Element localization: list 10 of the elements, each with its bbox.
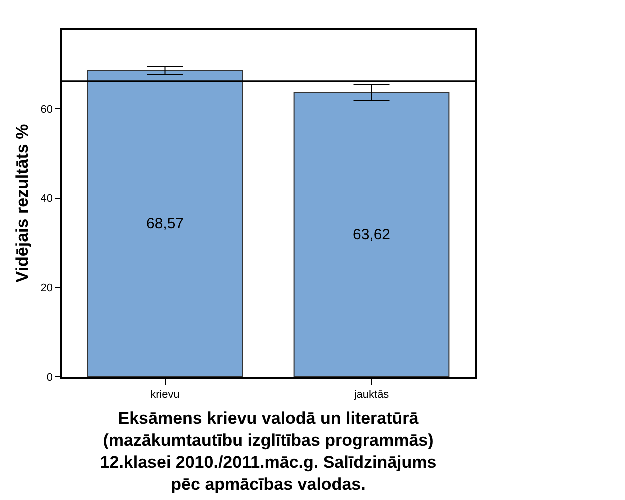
y-tick-label: 60 bbox=[40, 104, 54, 116]
x-tick-label: jauktās bbox=[353, 388, 390, 401]
x-axis-title: Eksāmens krievu valodā un literatūrā (mazākumtautību izglītības programmās) 12.klasei 2010./2011.māc.g. Salīdzinājums pēc apmācības valodas. bbox=[100, 408, 437, 494]
data-label: 68,57 bbox=[146, 215, 184, 232]
y-tick-label: 40 bbox=[40, 193, 54, 206]
x-tick-label: krievu bbox=[150, 388, 180, 401]
y-axis-title: Vidējais rezultāts % bbox=[12, 124, 32, 283]
y-tick-label: 20 bbox=[40, 282, 54, 295]
y-tick-label: 0 bbox=[46, 372, 54, 384]
data-label: 63,62 bbox=[352, 226, 391, 244]
